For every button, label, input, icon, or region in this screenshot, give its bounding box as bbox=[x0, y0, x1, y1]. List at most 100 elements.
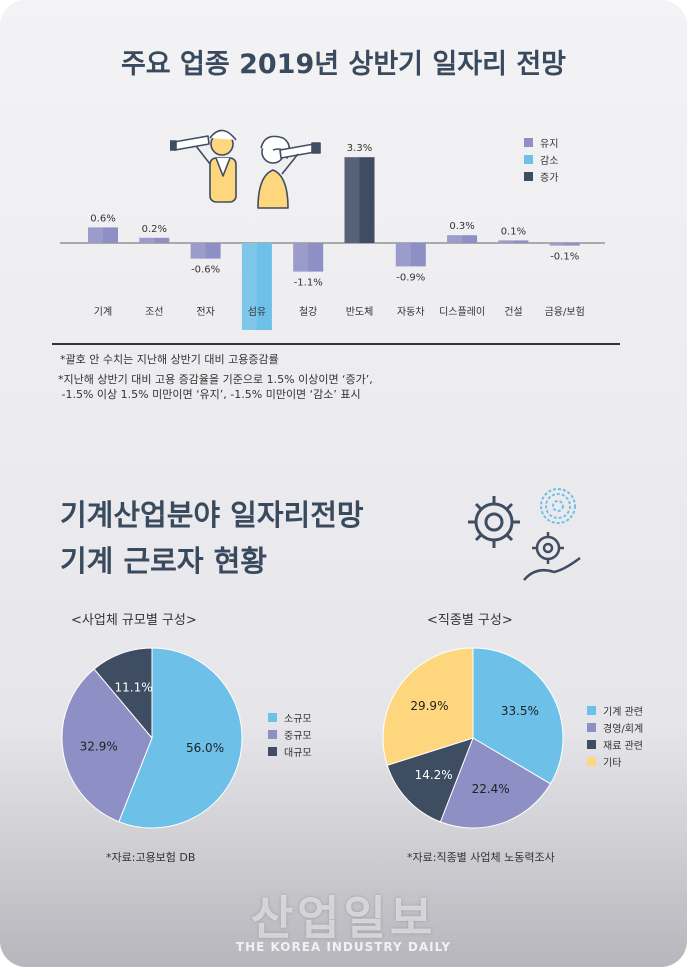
bar-shade-5 bbox=[344, 157, 360, 243]
pie2-slice-3 bbox=[382, 647, 474, 766]
pie2-title: <직종별 구성> bbox=[427, 613, 513, 628]
company-size-pie-chart: 56.0% 32.9% 11.1% bbox=[61, 647, 243, 829]
pie1-legend-item-1: 중규모 bbox=[268, 726, 312, 743]
legend-item-maintain: 유지 bbox=[524, 134, 558, 151]
pie1-legend-label-1: 중규모 bbox=[284, 731, 312, 742]
bar-1 bbox=[139, 237, 170, 243]
pie2-legend-label-1: 경영/회계 bbox=[603, 724, 644, 735]
bar-value-label-2: -0.6% bbox=[191, 265, 220, 276]
pie2-value-label-0: 33.5% bbox=[501, 704, 539, 718]
bar-shade-8 bbox=[498, 240, 514, 243]
bar-6 bbox=[395, 243, 426, 267]
bar-shade-4 bbox=[293, 243, 309, 272]
bar-value-label-9: -0.1% bbox=[550, 252, 579, 263]
pie1-legend-item-0: 소규모 bbox=[268, 709, 312, 726]
note-3: -1.5% 이상 1.5% 미만이면 ‘유지’, -1.5% 미만이면 ‘감소’… bbox=[58, 388, 361, 401]
legend-label-decrease: 감소 bbox=[540, 156, 559, 167]
bar-category-label-0: 기계 bbox=[94, 306, 112, 318]
watermark-logo: 산업일보 THE KOREA INDUSTRY DAILY bbox=[0, 882, 687, 954]
pie2-value-label-3: 29.9% bbox=[410, 699, 448, 713]
bar-shade-2 bbox=[190, 243, 206, 259]
bar-shade-7 bbox=[447, 235, 463, 243]
pie1-title: <사업체 규모별 구성> bbox=[71, 613, 197, 628]
legend-swatch-increase bbox=[524, 172, 533, 181]
pie1-legend-label-2: 대규모 bbox=[284, 748, 312, 759]
pie2-legend-swatch-3 bbox=[587, 757, 596, 766]
bar-shade-9 bbox=[549, 243, 565, 246]
pie2-legend-swatch-0 bbox=[587, 706, 596, 715]
note-2: *지난해 상반기 대비 고용 증감율을 기준으로 1.5% 이상이면 ‘증가’, bbox=[58, 373, 373, 386]
hand-gear-icon bbox=[523, 532, 581, 581]
pie2-legend-item-3: 기타 bbox=[587, 753, 643, 770]
bar-0 bbox=[88, 227, 118, 243]
bar-category-label-3: 섬유 bbox=[248, 306, 266, 318]
pie1-value-label-0: 56.0% bbox=[186, 741, 224, 755]
note-1: *괄호 안 수치는 지난해 상반기 대비 고용증감률 bbox=[60, 353, 279, 366]
bar-category-label-7: 디스플레이 bbox=[439, 306, 485, 318]
pie2-legend-swatch-1 bbox=[587, 723, 596, 732]
bar-legend: 유지 감소 증가 bbox=[524, 134, 558, 185]
pie2-legend-label-3: 기타 bbox=[603, 758, 622, 769]
bar-value-label-7: 0.3% bbox=[449, 221, 474, 232]
bar-category-label-9: 금융/보험 bbox=[545, 306, 585, 318]
bottom-title: 기계산업분야 일자리전망 기계 근로자 현황 bbox=[60, 492, 364, 584]
pie1-legend-item-2: 대규모 bbox=[268, 743, 312, 760]
legend-item-increase: 증가 bbox=[524, 168, 558, 185]
pie1-legend-label-0: 소규모 bbox=[284, 714, 312, 725]
bottom-title-line1: 기계산업분야 일자리전망 bbox=[60, 498, 364, 532]
pie2-slice-0 bbox=[472, 647, 564, 785]
pie2-legend-item-1: 경영/회계 bbox=[587, 719, 643, 736]
large-gear-icon bbox=[468, 496, 520, 548]
bar-category-label-6: 자동차 bbox=[397, 306, 425, 318]
bottom-title-line2: 기계 근로자 현황 bbox=[60, 544, 267, 578]
pie2-legend-item-0: 기계 관련 bbox=[587, 702, 643, 719]
pie2-legend-label-2: 재료 관련 bbox=[603, 741, 643, 752]
bar-value-label-6: -0.9% bbox=[396, 272, 425, 283]
small-gear-icon bbox=[540, 488, 576, 524]
pie1-value-label-2: 11.1% bbox=[114, 680, 152, 694]
gears-hand-illustration bbox=[468, 488, 581, 581]
pie2-value-label-1: 22.4% bbox=[472, 782, 510, 796]
telescope-people-illustration bbox=[170, 129, 321, 209]
pie2-legend-swatch-2 bbox=[587, 740, 596, 749]
bar-5 bbox=[344, 157, 375, 243]
bar-value-label-4: -1.1% bbox=[294, 278, 323, 289]
pie2-legend-item-2: 재료 관련 bbox=[587, 736, 643, 753]
pie2-source: *자료:직종별 사업체 노동력조사 bbox=[407, 851, 555, 864]
legend-label-increase: 증가 bbox=[540, 173, 559, 184]
section-divider bbox=[52, 343, 620, 345]
pie1-legend-swatch-2 bbox=[268, 747, 277, 756]
bar-category-label-2: 전자 bbox=[196, 306, 214, 318]
bar-category-label-1: 조선 bbox=[145, 306, 163, 318]
bar-category-label-5: 반도체 bbox=[346, 306, 374, 318]
bar-value-label-8: 0.1% bbox=[501, 226, 526, 237]
legend-swatch-maintain bbox=[524, 138, 533, 147]
bar-shade-1 bbox=[139, 237, 155, 243]
pie1-slice-0 bbox=[118, 647, 243, 829]
bar-shade-6 bbox=[395, 243, 411, 267]
pie1-slice-1 bbox=[61, 668, 153, 823]
bar-shade-3 bbox=[241, 243, 257, 330]
bar-7 bbox=[447, 235, 478, 243]
legend-label-maintain: 유지 bbox=[540, 139, 559, 150]
job-outlook-bar-chart: 0.6%기계0.2%조선-0.6%전자-3.4%섬유-1.1%철강3.3%반도체… bbox=[60, 143, 605, 330]
bar-category-label-8: 건설 bbox=[504, 306, 522, 318]
bar-shade-0 bbox=[88, 227, 103, 243]
pie1-legend-swatch-1 bbox=[268, 730, 277, 739]
bar-value-label-0: 0.6% bbox=[90, 213, 115, 224]
watermark-sub: THE KOREA INDUSTRY DAILY bbox=[235, 940, 452, 954]
bar-9 bbox=[549, 243, 580, 246]
bar-4 bbox=[293, 243, 324, 272]
pie2-legend-label-0: 기계 관련 bbox=[603, 707, 643, 718]
pie1-legend-swatch-0 bbox=[268, 713, 277, 722]
pie1-source: *자료:고용보험 DB bbox=[106, 851, 196, 864]
pie1-slice-2 bbox=[93, 647, 153, 740]
bar-2 bbox=[190, 243, 221, 259]
legend-item-decrease: 감소 bbox=[524, 151, 558, 168]
bar-3 bbox=[241, 243, 272, 330]
top-title: 주요 업종 2019년 상반기 일자리 전망 bbox=[120, 49, 567, 80]
pie2-slice-1 bbox=[439, 737, 552, 829]
